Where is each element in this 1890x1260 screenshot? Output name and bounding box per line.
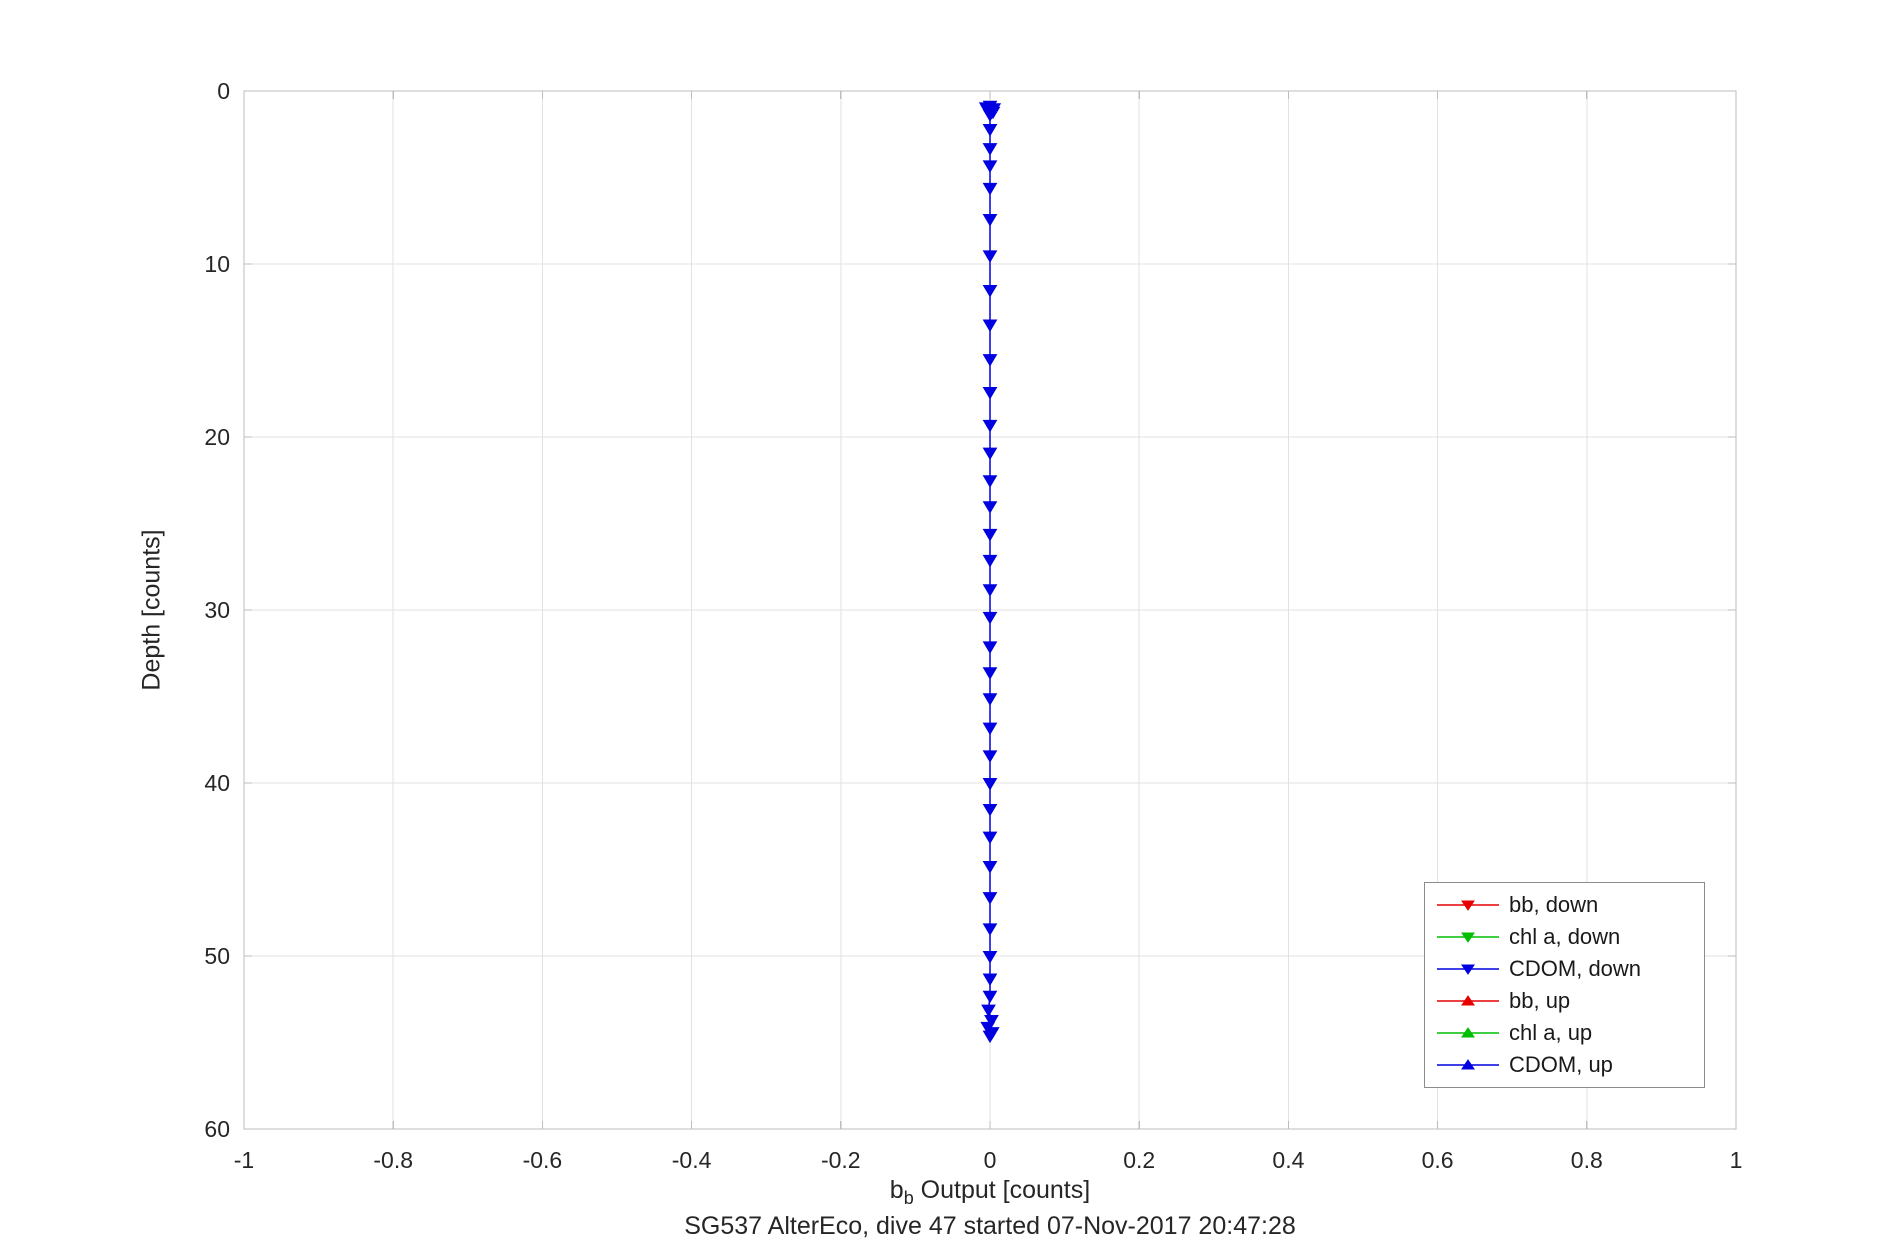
- triangle-up-icon: [1437, 1027, 1499, 1038]
- x-tick-label: 0.8: [1571, 1147, 1603, 1173]
- y-tick-label: 0: [217, 78, 230, 104]
- x-tick-label: -0.4: [672, 1147, 712, 1173]
- y-tick-label: 20: [204, 424, 230, 450]
- x-axis-label-rest: Output [counts]: [913, 1176, 1091, 1204]
- x-tick-label: -0.6: [523, 1147, 563, 1173]
- x-axis-label-subscript: b: [903, 1188, 914, 1208]
- legend-entry-chl-a-up: chl a, up: [1425, 1017, 1704, 1049]
- x-tick-label: 0: [984, 1147, 997, 1173]
- triangle-down-icon: [1437, 964, 1499, 975]
- legend-entry-bb-up: bb, up: [1425, 985, 1704, 1017]
- x-tick-label: 0.2: [1123, 1147, 1155, 1173]
- triangle-up-icon: [1437, 1059, 1499, 1070]
- triangle-up-icon: [1437, 995, 1499, 1006]
- legend-entry-label: bb, down: [1509, 892, 1599, 917]
- x-tick-label: -0.2: [821, 1147, 861, 1173]
- tick-marks: [243, 90, 1737, 1130]
- y-tick-label: 50: [204, 943, 230, 969]
- legend-entry-cdom-down: CDOM, down: [1425, 953, 1704, 985]
- x-axis-label: bb Output [counts]: [890, 1176, 1090, 1209]
- x-tick-label: 0.4: [1272, 1147, 1304, 1173]
- x-axis-label-base: b: [889, 1176, 904, 1204]
- y-tick-label: 40: [204, 770, 230, 796]
- x-tick-label: -0.8: [373, 1147, 413, 1173]
- x-tick-label: 1: [1730, 1147, 1743, 1173]
- triangle-down-icon: [1437, 932, 1499, 943]
- legend-entry-label: chl a, down: [1509, 924, 1621, 949]
- figure-title: SG537 AlterEco, dive 47 started 07-Nov-2…: [684, 1212, 1296, 1240]
- triangle-down-icon: [1437, 900, 1499, 911]
- legend-entry-label: CDOM, down: [1509, 956, 1642, 981]
- y-tick-label: 10: [204, 251, 230, 277]
- y-tick-label: 30: [204, 597, 230, 623]
- y-tick-label: 60: [204, 1116, 230, 1142]
- legend-entry-bb-down: bb, down: [1425, 889, 1704, 921]
- legend-entry-label: CDOM, up: [1509, 1052, 1613, 1077]
- legend-entry-label: bb, up: [1509, 988, 1571, 1013]
- x-tick-label: -1: [234, 1147, 254, 1173]
- y-axis-label: Depth [counts]: [137, 529, 166, 691]
- x-tick-label: 0.6: [1422, 1147, 1454, 1173]
- legend-entry-cdom-up: CDOM, up: [1425, 1049, 1704, 1081]
- series-cdom-down: [978, 100, 1002, 1044]
- legend-entry-chl-a-down: chl a, down: [1425, 921, 1704, 953]
- tick-labels: -1 -0.8 -0.6 -0.4 -0.2 0 0.2 0.4 0.6 0.8 101020304…: [204, 78, 1742, 1173]
- legend: bb, down chl a, down CDOM, down bb, up chl a…: [1424, 882, 1705, 1088]
- legend-entry-label: chl a, up: [1509, 1020, 1593, 1045]
